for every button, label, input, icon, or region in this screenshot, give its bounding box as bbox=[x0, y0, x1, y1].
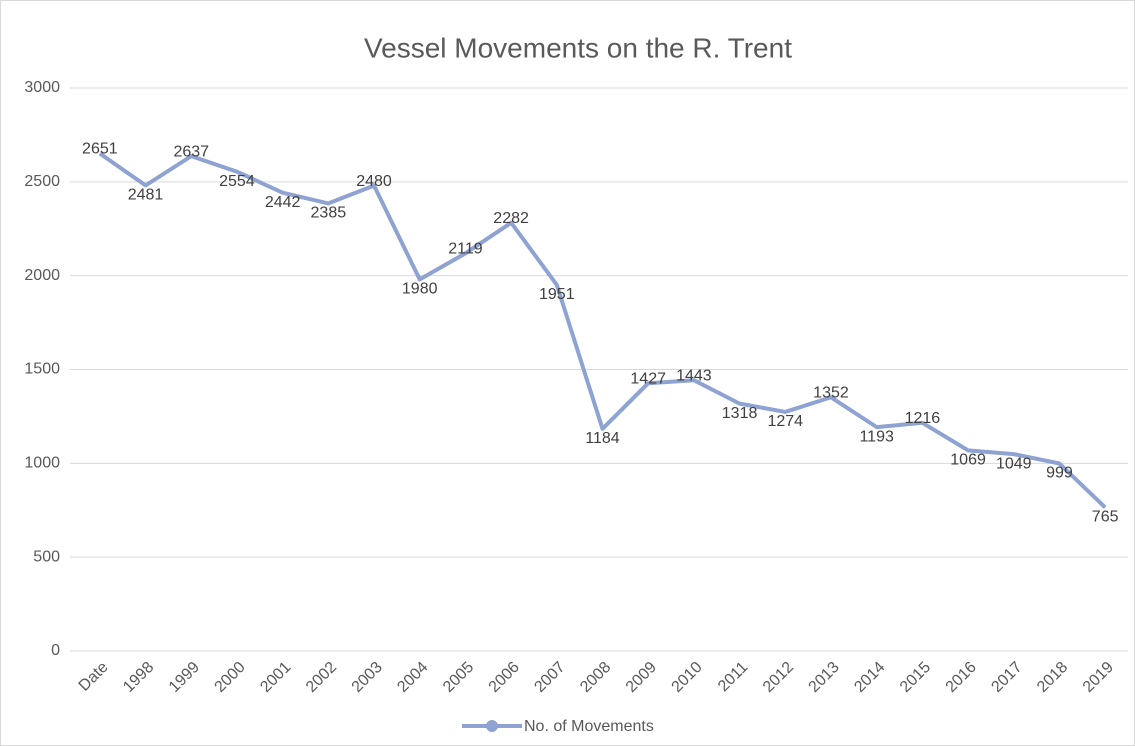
data-label: 999 bbox=[1046, 465, 1073, 482]
data-label: 2282 bbox=[493, 210, 529, 227]
data-label: 765 bbox=[1092, 509, 1119, 526]
data-label: 1069 bbox=[950, 452, 986, 469]
y-tick-label: 1500 bbox=[24, 361, 60, 378]
data-label: 2385 bbox=[311, 205, 347, 222]
data-label: 1980 bbox=[402, 281, 438, 298]
data-label: 1274 bbox=[767, 413, 803, 430]
data-label: 2554 bbox=[219, 173, 255, 190]
y-tick-label: 3000 bbox=[24, 79, 60, 96]
data-label: 2480 bbox=[356, 173, 392, 190]
y-tick-label: 2500 bbox=[24, 173, 60, 190]
series-line bbox=[98, 151, 1107, 509]
legend-marker bbox=[486, 720, 498, 732]
data-label: 2442 bbox=[265, 194, 301, 211]
data-label: 1443 bbox=[676, 367, 712, 384]
data-label: 2119 bbox=[448, 241, 483, 258]
y-tick-label: 0 bbox=[51, 642, 60, 659]
data-label: 2637 bbox=[173, 143, 209, 160]
data-label: 1427 bbox=[630, 370, 666, 387]
y-tick-label: 500 bbox=[33, 548, 60, 565]
data-label: 2651 bbox=[82, 141, 118, 158]
data-label: 1318 bbox=[722, 405, 758, 422]
data-label: 1352 bbox=[813, 384, 849, 401]
data-label: 1184 bbox=[585, 430, 620, 447]
y-tick-label: 2000 bbox=[24, 267, 60, 284]
chart-title: Vessel Movements on the R. Trent bbox=[364, 32, 792, 63]
legend-label: No. of Movements bbox=[524, 718, 654, 735]
data-label: 2481 bbox=[128, 187, 164, 204]
data-label: 1193 bbox=[859, 428, 894, 445]
y-tick-label: 1000 bbox=[24, 455, 60, 472]
data-label: 1049 bbox=[996, 455, 1032, 472]
data-label: 1951 bbox=[539, 286, 575, 303]
data-label: 1216 bbox=[905, 410, 941, 427]
